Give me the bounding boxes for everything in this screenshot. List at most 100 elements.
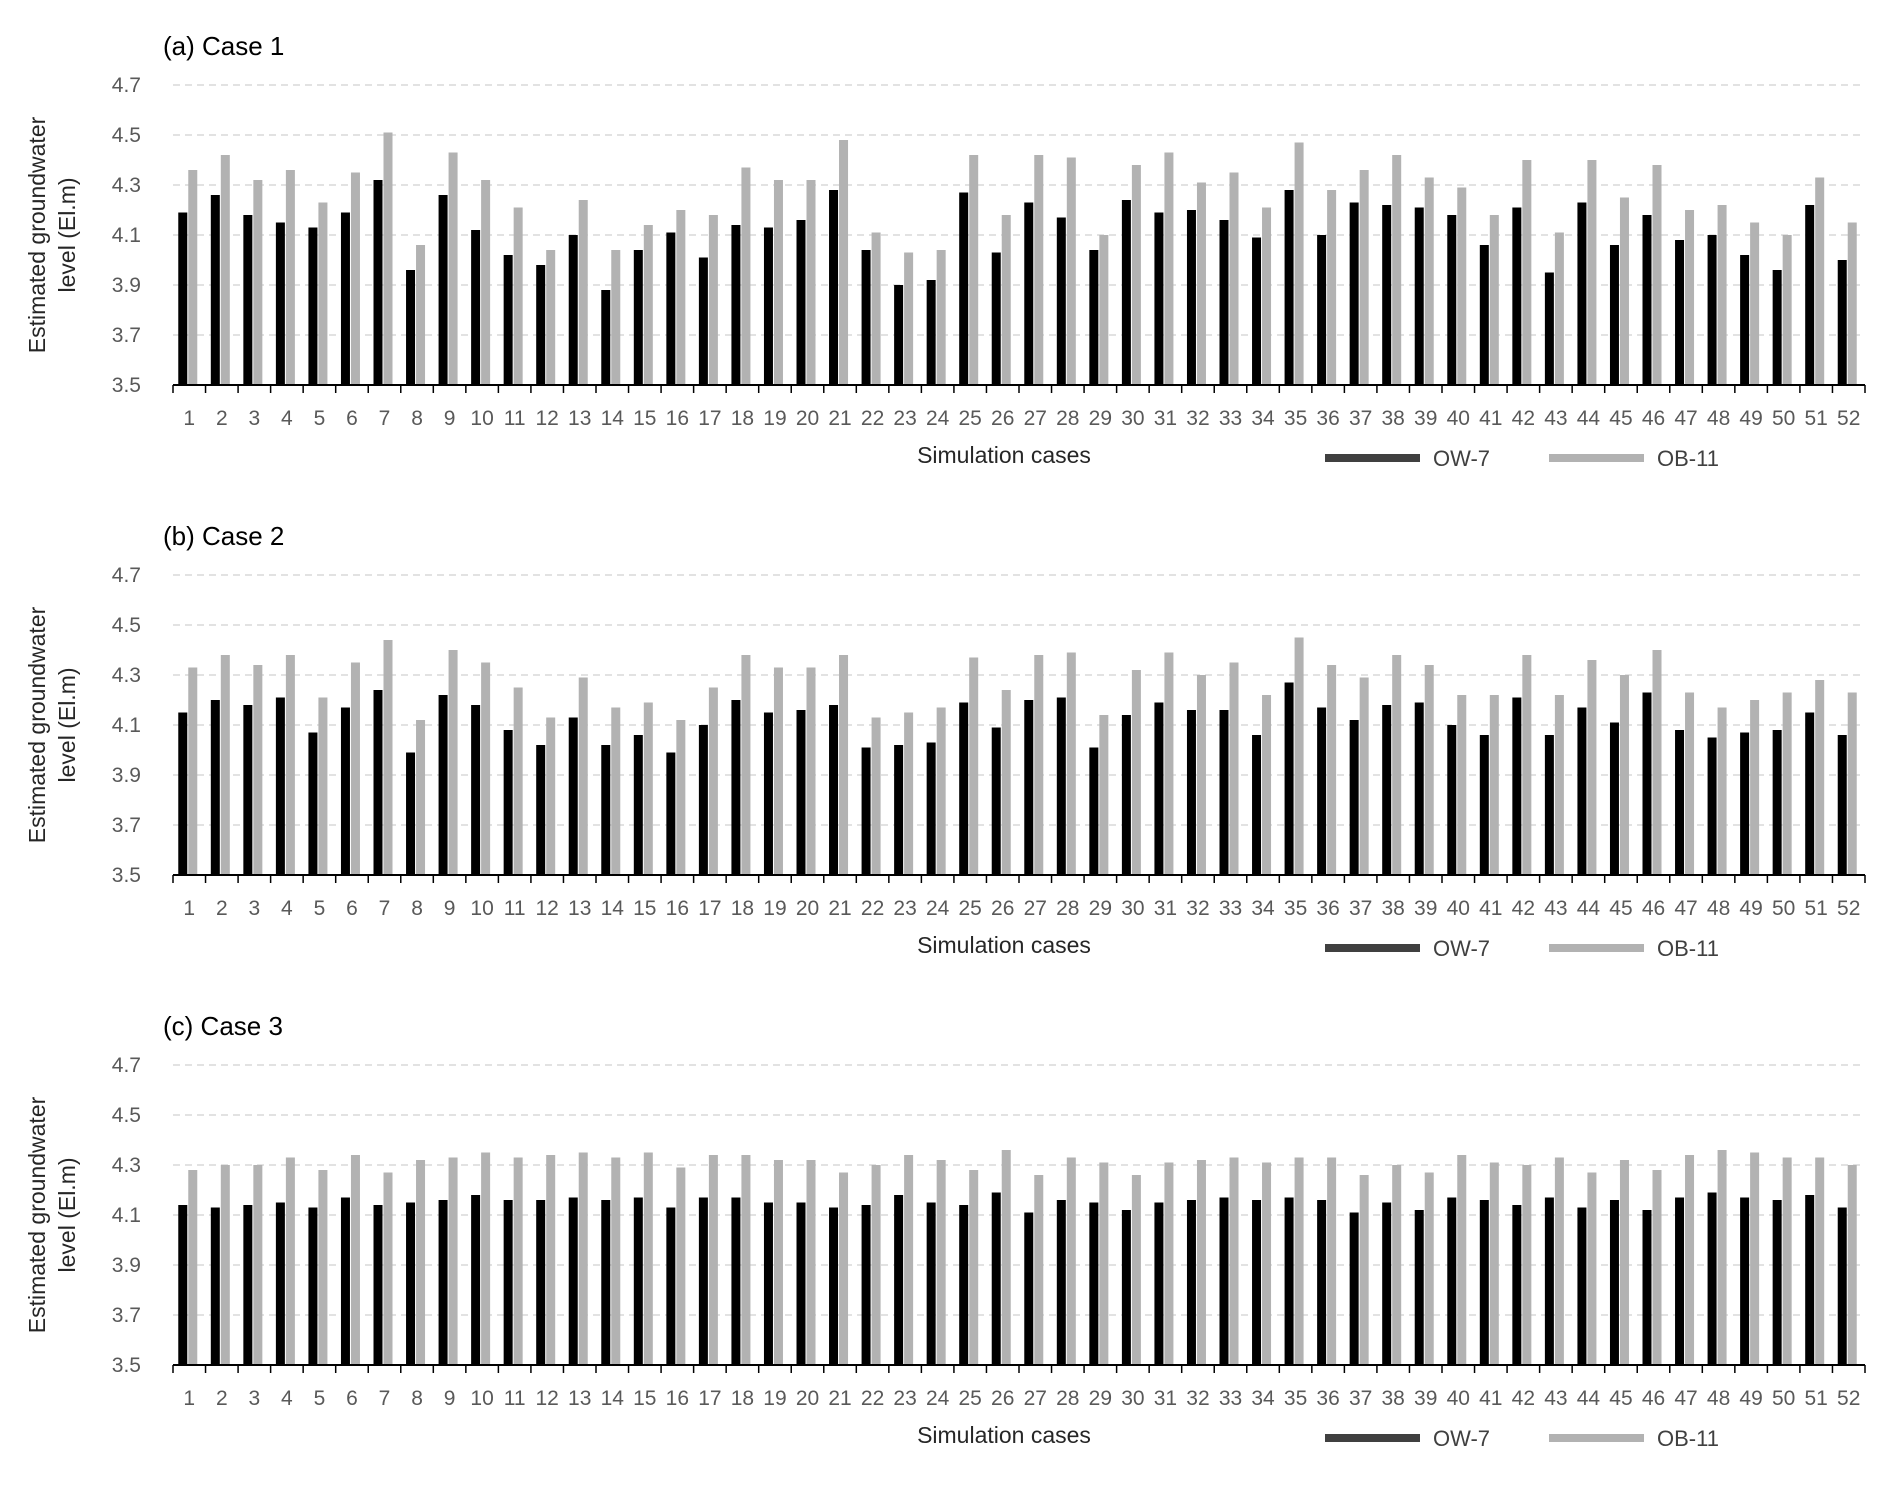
- y-tick-label: 3.7: [112, 1304, 141, 1327]
- x-tick-label: 48: [1707, 897, 1730, 920]
- bar-ob11-51: [1815, 177, 1825, 385]
- bar-ow7-48: [1707, 737, 1717, 875]
- bar-ow7-14: [601, 1200, 611, 1365]
- bar-ob11-27: [1034, 155, 1044, 385]
- legend: OW-7 OB-11: [1325, 936, 1719, 961]
- bar-ob11-3: [253, 665, 263, 875]
- x-tick-label: 9: [444, 407, 456, 430]
- bar-ob11-7: [383, 640, 393, 875]
- bar-ow7-23: [894, 745, 904, 875]
- bar-ow7-44: [1577, 202, 1587, 385]
- bar-ow7-38: [1382, 205, 1392, 385]
- x-tick-label: 18: [731, 407, 754, 430]
- y-tick-label: 3.5: [112, 1354, 141, 1377]
- y-axis-title-line1: Estimated groundwater: [24, 1096, 50, 1333]
- bar-ob11-50: [1782, 692, 1792, 875]
- x-tick-label: 22: [861, 897, 884, 920]
- legend-label: OW-7: [1433, 446, 1490, 471]
- bar-ob11-39: [1424, 177, 1434, 385]
- bar-ob11-21: [839, 140, 849, 385]
- legend: OW-7 OB-11: [1325, 446, 1719, 471]
- bar-ob11-17: [708, 687, 718, 875]
- x-tick-label: 41: [1479, 1387, 1502, 1410]
- bar-ow7-46: [1642, 1210, 1652, 1365]
- bar-ob11-12: [546, 717, 556, 875]
- bar-ob11-13: [578, 200, 588, 385]
- x-tick-label: 4: [281, 407, 293, 430]
- bar-ob11-37: [1359, 1175, 1369, 1365]
- bar-ow7-47: [1675, 240, 1685, 385]
- x-tick-label: 37: [1349, 407, 1372, 430]
- bar-ow7-51: [1805, 205, 1815, 385]
- bar-ow7-52: [1837, 1207, 1847, 1365]
- bar-ob11-21: [839, 1172, 849, 1365]
- bar-ow7-18: [731, 225, 741, 385]
- bar-ob11-13: [578, 1152, 588, 1365]
- x-tick-label: 45: [1609, 407, 1632, 430]
- y-tick-label: 3.9: [112, 274, 141, 297]
- bar-ob11-42: [1522, 160, 1532, 385]
- x-axis-title: Simulation cases: [917, 932, 1091, 958]
- bar-ow7-40: [1447, 1197, 1457, 1365]
- x-tick-label: 51: [1805, 1387, 1828, 1410]
- x-tick-label: 34: [1251, 407, 1275, 430]
- x-tick-label: 7: [379, 897, 391, 920]
- x-tick-label: 50: [1772, 897, 1795, 920]
- bar-ob11-15: [643, 702, 653, 875]
- x-tick-label: 13: [568, 1387, 591, 1410]
- bar-ow7-40: [1447, 725, 1457, 875]
- panel-title: (c) Case 3: [163, 1011, 283, 1041]
- x-tick-label: 8: [411, 1387, 423, 1410]
- x-tick-label: 21: [828, 897, 851, 920]
- x-tick-label: 46: [1642, 1387, 1665, 1410]
- x-tick-label: 12: [536, 897, 559, 920]
- x-tick-label: 49: [1739, 1387, 1762, 1410]
- bar-ow7-5: [308, 227, 318, 385]
- bar-ow7-3: [243, 215, 253, 385]
- bar-ob11-50: [1782, 1157, 1792, 1365]
- bar-ob11-7: [383, 132, 393, 385]
- bar-ob11-49: [1750, 222, 1760, 385]
- x-tick-label: 39: [1414, 1387, 1437, 1410]
- x-tick-label: 48: [1707, 1387, 1730, 1410]
- bar-ow7-42: [1512, 1205, 1522, 1365]
- bar-ow7-19: [763, 227, 773, 385]
- bar-ow7-8: [406, 752, 416, 875]
- bar-ow7-26: [991, 1192, 1001, 1365]
- bar-ob11-24: [936, 1160, 946, 1365]
- x-tick-label: 39: [1414, 407, 1437, 430]
- bar-ow7-24: [926, 742, 936, 875]
- bar-ob11-29: [1099, 1162, 1109, 1365]
- x-tick-label: 42: [1512, 407, 1535, 430]
- bar-ob11-14: [611, 1157, 621, 1365]
- bar-ow7-28: [1056, 697, 1066, 875]
- bar-ob11-33: [1229, 172, 1239, 385]
- y-tick-label: 4.1: [112, 224, 141, 247]
- x-tick-label: 17: [698, 407, 721, 430]
- bar-ob11-31: [1164, 652, 1174, 875]
- bar-ob11-27: [1034, 1175, 1044, 1365]
- bar-ow7-6: [340, 707, 350, 875]
- x-tick-label: 30: [1121, 407, 1144, 430]
- bar-ow7-45: [1609, 1200, 1619, 1365]
- x-tick-label: 24: [926, 1387, 950, 1410]
- x-tick-label: 20: [796, 897, 819, 920]
- x-tick-label: 40: [1447, 407, 1470, 430]
- y-tick-label: 4.3: [112, 664, 141, 687]
- x-tick-label: 3: [249, 407, 261, 430]
- bar-ow7-25: [959, 1205, 969, 1365]
- bar-ow7-30: [1121, 1210, 1131, 1365]
- bar-ow7-14: [601, 745, 611, 875]
- x-tick-label: 19: [763, 897, 786, 920]
- bar-ow7-10: [471, 230, 481, 385]
- bar-ob11-2: [220, 1165, 230, 1365]
- x-tick-label: 28: [1056, 1387, 1079, 1410]
- bar-ow7-44: [1577, 1207, 1587, 1365]
- x-tick-label: 1: [183, 1387, 195, 1410]
- x-tick-label: 43: [1544, 1387, 1567, 1410]
- y-tick-label: 4.7: [112, 74, 141, 97]
- bar-ow7-20: [796, 710, 806, 875]
- bar-ob11-32: [1196, 675, 1206, 875]
- bar-ob11-6: [350, 1155, 360, 1365]
- bar-ob11-52: [1847, 222, 1857, 385]
